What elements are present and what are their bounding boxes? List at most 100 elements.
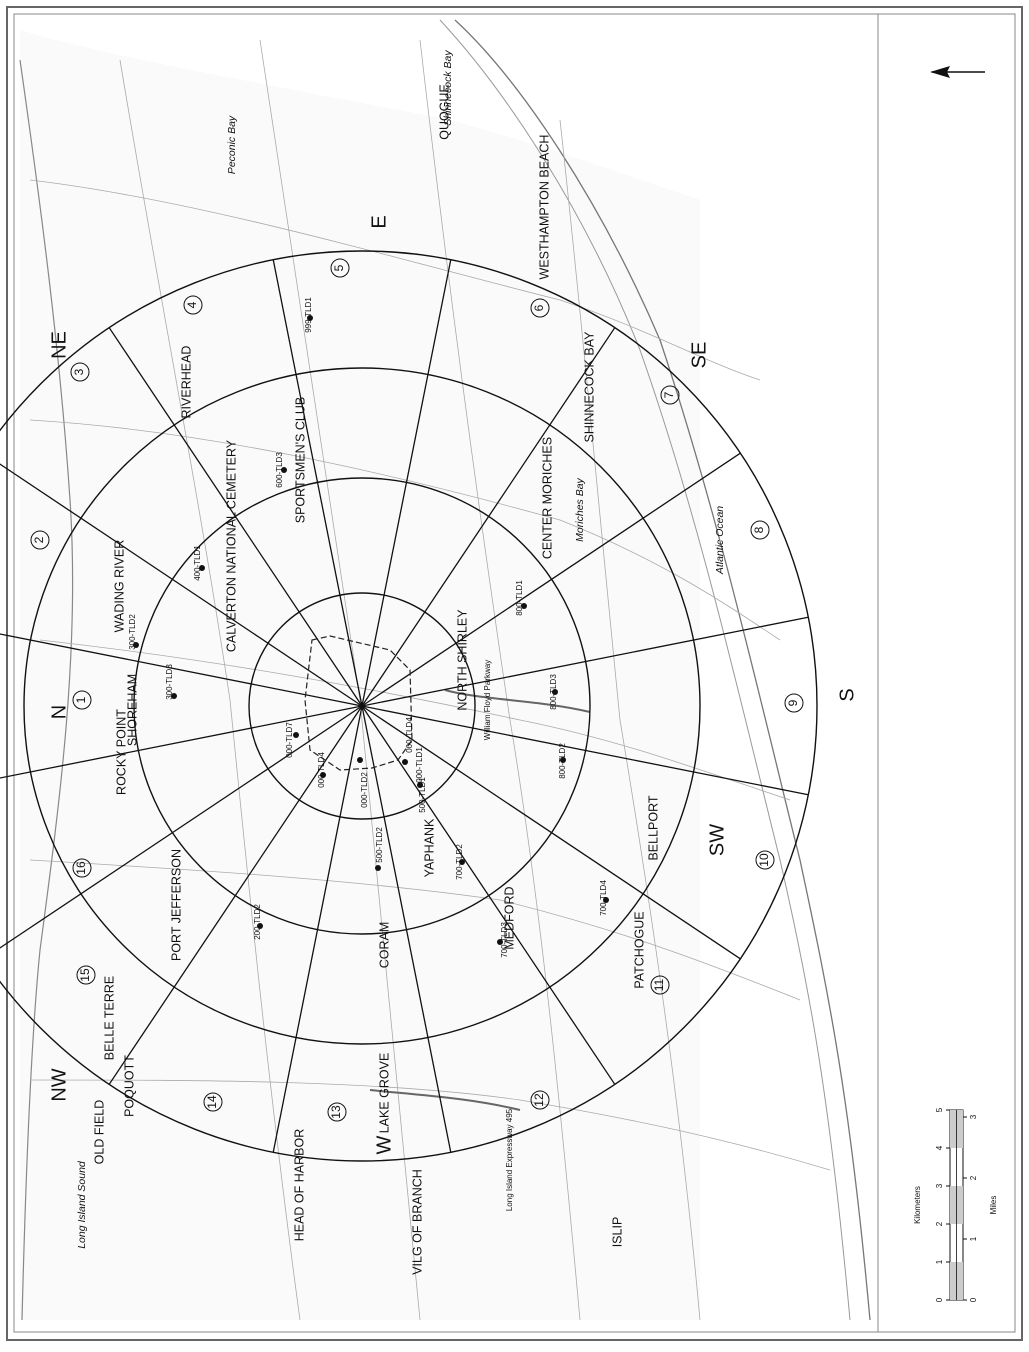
- sector-line: [361, 705, 741, 960]
- direction-label-w: W: [373, 1135, 395, 1154]
- sector-line: [0, 705, 363, 779]
- tld-station-dot: [375, 865, 381, 871]
- distance-rings: [0, 250, 818, 1162]
- water-label-moriches-bay: Moriches Bay: [574, 477, 586, 541]
- miles-label: Miles: [989, 1196, 998, 1215]
- place-label-islip: ISLIP: [610, 1217, 624, 1248]
- north-shore-line: [19, 59, 74, 1321]
- sector-line: [361, 259, 452, 707]
- sector-number-circle: [660, 385, 680, 405]
- place-label-head-of-harbor: HEAD OF HARBOR: [292, 1129, 306, 1242]
- sector-number-circle: [750, 520, 770, 540]
- place-label-poquott: POQUOTT: [122, 1055, 136, 1117]
- station-label-300-tld3: 300-TLD3: [165, 664, 174, 700]
- station-label-800-tld2: 800-TLD2: [558, 743, 567, 779]
- place-label-quogue: QUOGUE: [437, 84, 451, 140]
- station-label-000-tld2: 000-TLD2: [360, 772, 369, 808]
- sector-line: [272, 259, 363, 707]
- place-label-calverton-national-cemetery: CALVERTON NATIONAL CEMETERY: [224, 439, 238, 652]
- sector-number-circle: [755, 850, 775, 870]
- road: [29, 179, 761, 381]
- place-label-patchogue: PATCHOGUE: [632, 911, 646, 988]
- sector-line: [0, 705, 363, 949]
- tld-station-dot: [281, 467, 287, 473]
- sector-number-circle: [183, 295, 203, 315]
- ring-2mi: [248, 592, 476, 820]
- direction-label-e: E: [368, 215, 390, 228]
- tld-station-dot: [552, 689, 558, 695]
- sector-number-14: 14: [205, 1095, 219, 1109]
- ring-8mi: [23, 367, 701, 1045]
- tld-station-dot: [171, 693, 177, 699]
- sector-number-circle: [70, 362, 90, 382]
- road: [39, 639, 791, 801]
- station-label-300-tld2: 300-TLD2: [128, 614, 137, 650]
- direction-label-sw: SW: [706, 824, 728, 856]
- station-label-400-tld1: 400-TLD1: [193, 545, 202, 581]
- sector-number-circle: [784, 693, 804, 713]
- station-label-000-tld7: 000-TLD7: [285, 722, 294, 758]
- sector-number-15: 15: [78, 968, 92, 982]
- place-label-medford: MEDFORD: [502, 886, 516, 949]
- north-arrow-icon: [930, 66, 985, 78]
- place-label-lake-grove: LAKE GROVE: [377, 1053, 391, 1134]
- direction-label-se: SE: [688, 342, 710, 369]
- place-label-riverhead: RIVERHEAD: [179, 346, 193, 419]
- sector-number-3: 3: [72, 368, 86, 375]
- sector-number-11: 11: [652, 978, 666, 991]
- road-network: [29, 39, 831, 1321]
- direction-label-ne: NE: [48, 331, 70, 359]
- station-label-800-tld3: 800-TLD3: [549, 674, 558, 710]
- water-label-atlantic-ocean: Atlantic Ocean: [714, 506, 726, 575]
- sector-number-9: 9: [786, 699, 800, 706]
- sector-line: [0, 463, 363, 707]
- direction-label-nw: NW: [48, 1068, 70, 1101]
- road: [29, 419, 781, 641]
- station-label-500-tld1: 500-TLD1: [418, 777, 427, 813]
- direction-label-n: N: [48, 705, 70, 719]
- ring-10mi: [0, 250, 818, 1162]
- place-label-bellport: BELLPORT: [646, 795, 660, 860]
- sector-line: [361, 452, 741, 707]
- sector-line: [108, 327, 363, 707]
- sector-number-circle: [530, 298, 550, 318]
- road-label-william-floyd-parkway: William Floyd Parkway: [483, 660, 492, 740]
- place-label-wading-river: WADING RIVER: [112, 540, 126, 633]
- sector-number-circle: [72, 858, 92, 878]
- tld-station-dot: [603, 897, 609, 903]
- mile-tick-label: 0: [969, 1297, 978, 1302]
- tld-station-dot: [199, 565, 205, 571]
- place-label-shoreham: SHOREHAM: [125, 674, 139, 746]
- station-label-800-tld1: 800-TLD1: [515, 580, 524, 616]
- sector-number-circle: [650, 975, 670, 995]
- sector-line: [361, 705, 809, 796]
- station-label-700-tld2: 700-TLD2: [455, 844, 464, 880]
- tld-station-dot: [133, 642, 139, 648]
- scale-bar: 0 1 2 3 4 5 0 1 2 3 Kilometers Miles: [913, 1107, 998, 1302]
- station-label-999-tld1: 999-TLD1: [304, 297, 313, 333]
- road: [29, 1079, 831, 1171]
- water-label-peconic-bay: Peconic Bay: [226, 115, 238, 174]
- tld-station-dot: [402, 759, 408, 765]
- tld-station-dot: [560, 757, 566, 763]
- sector-line: [361, 705, 452, 1153]
- road: [559, 119, 701, 1321]
- place-label-shinnecock-bay: SHINNECOCK BAY: [582, 331, 596, 443]
- road: [119, 59, 301, 1321]
- water-label-shinnecock-bay: Shinnecock Bay: [442, 50, 454, 126]
- sector-number-7: 7: [662, 391, 676, 398]
- tld-station-dot: [521, 603, 527, 609]
- sector-number-1: 1: [74, 696, 88, 703]
- sector-number-12: 12: [532, 1093, 546, 1107]
- km-tick-label: 5: [935, 1107, 944, 1112]
- sector-number-circle: [203, 1092, 223, 1112]
- water-label-long-island-sound: Long Island Sound: [76, 1160, 88, 1249]
- legend-panel: [877, 13, 1016, 1333]
- sector-line: [0, 633, 363, 707]
- sector-number-5: 5: [332, 264, 346, 271]
- road: [419, 39, 581, 1321]
- km-tick-label: 2: [935, 1221, 944, 1226]
- tld-station-dot: [357, 757, 363, 763]
